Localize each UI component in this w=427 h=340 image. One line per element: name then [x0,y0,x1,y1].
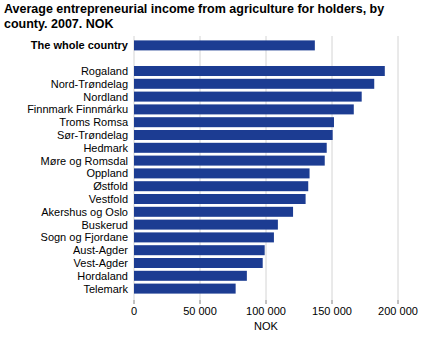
bar [134,207,293,217]
title: Average entrepreneurial income from agri… [4,2,419,32]
bar [134,258,263,268]
tick-mark [134,300,135,304]
tick-mark [266,300,267,304]
tick-label: 200 000 [378,305,418,317]
bar [134,271,247,281]
category-label: Sør-Trøndelag [57,129,128,141]
bar [134,220,278,230]
tick-mark [332,300,333,304]
category-label: Akershus og Oslo [41,206,128,218]
category-label: Vest-Agder [74,257,129,269]
category-label: Rogaland [81,65,128,77]
tick-label: 50 000 [183,305,217,317]
category-label: Finnmark Finnmárku [27,103,128,115]
category-label: Vestfold [89,193,128,205]
category-label: Nord-Trøndelag [51,78,128,90]
category-label: Aust-Agder [73,244,128,256]
category-label: Troms Romsa [59,116,129,128]
category-label: Telemark [83,283,128,295]
bar [134,156,325,166]
axis-label: NOK [254,320,279,332]
tick-label: 0 [131,305,137,317]
bar [134,194,306,204]
tick-mark [200,300,201,304]
tick-label: 100 000 [246,305,286,317]
grid-line [398,36,399,300]
category-label: Oppland [86,167,128,179]
bar [134,181,308,191]
bars [134,40,385,293]
category-label: Sogn og Fjordane [41,231,128,243]
category-label: Hordaland [77,270,128,282]
tick-label: 150 000 [312,305,352,317]
bar [134,232,274,242]
bar [134,284,236,294]
bar [134,92,362,102]
category-label: Østfold [93,180,128,192]
category-label: Buskerud [82,219,128,231]
bar [134,130,333,140]
bar [134,168,310,178]
bar [134,117,334,127]
bar [134,66,385,76]
bar [134,245,265,255]
bar [134,104,354,114]
category-label: Nordland [83,91,128,103]
category-label: Møre og Romsdal [41,155,128,167]
category-label: The whole country [31,39,129,51]
category-label: Hedmark [83,142,128,154]
bar [134,143,327,153]
bar [134,79,374,89]
tick-mark [398,300,399,304]
bar [134,40,315,50]
